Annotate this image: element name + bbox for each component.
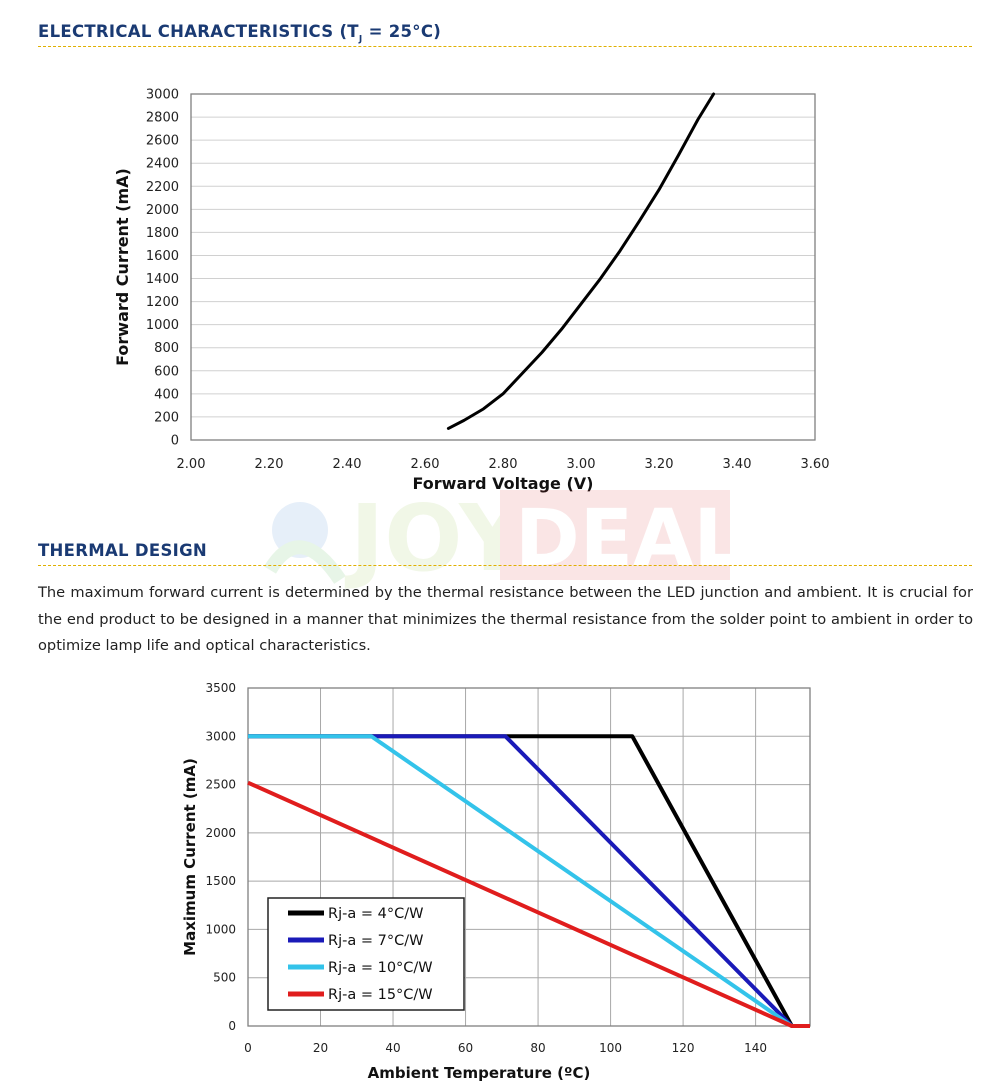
y-tick-label: 2000: [146, 203, 179, 218]
x-tick-label: 60: [458, 1041, 473, 1055]
y-tick-label: 2000: [205, 826, 236, 840]
y-tick-label: 0: [228, 1019, 236, 1033]
y-tick-label: 2600: [146, 134, 179, 149]
plot-frame: [190, 93, 816, 441]
title-subscript: J: [358, 34, 363, 45]
x-tick-label: 2.20: [255, 457, 284, 472]
y-tick-label: 200: [154, 410, 179, 425]
y-tick-label: 1500: [205, 874, 236, 888]
y-tick-label: 3000: [205, 729, 236, 743]
legend-entry: Rj-a = 10°C/W: [328, 960, 433, 976]
watermark-text-a: JOY: [344, 485, 527, 592]
y-tick-label: 500: [213, 971, 236, 985]
y-tick-label: 2800: [146, 111, 179, 126]
y-axis-label: Maximum Current (mA): [181, 758, 199, 956]
x-tick-label: 3.20: [645, 457, 674, 472]
electrical-section-title: ELECTRICAL CHARACTERISTICS (TJ = 25°C): [38, 22, 441, 44]
title-main: ELECTRICAL CHARACTERISTICS (T: [38, 22, 359, 41]
x-tick-label: 80: [530, 1041, 545, 1055]
x-axis-label: Ambient Temperature (ºC): [368, 1064, 591, 1082]
y-tick-label: 1800: [146, 226, 179, 241]
y-axis-label: Forward Current (mA): [113, 168, 132, 366]
x-tick-label: 3.00: [567, 457, 596, 472]
x-tick-label: 3.40: [723, 457, 752, 472]
y-tick-label: 2200: [146, 180, 179, 195]
x-tick-label: 2.60: [411, 457, 440, 472]
y-tick-label: 1000: [146, 318, 179, 333]
y-tick-label: 1600: [146, 249, 179, 264]
legend-entry: Rj-a = 7°C/W: [328, 933, 423, 949]
title-tail: = 25°C): [362, 22, 442, 41]
x-axis-label: Forward Voltage (V): [413, 474, 594, 493]
y-tick-label: 2500: [205, 778, 236, 792]
section-divider: [38, 565, 972, 566]
section-divider: [38, 46, 972, 47]
y-tick-label: 3000: [146, 88, 179, 103]
legend-entry: Rj-a = 15°C/W: [328, 987, 433, 1003]
y-tick-label: 3500: [205, 681, 236, 695]
plot-frame: [247, 687, 811, 1027]
x-tick-label: 120: [672, 1041, 695, 1055]
x-tick-label: 2.40: [333, 457, 362, 472]
x-tick-label: 100: [599, 1041, 622, 1055]
y-tick-label: 800: [154, 341, 179, 356]
x-tick-label: 140: [744, 1041, 767, 1055]
y-tick-label: 1400: [146, 272, 179, 287]
legend-box: [267, 897, 465, 1011]
thermal-paragraph: The maximum forward current is determine…: [38, 584, 973, 654]
y-tick-label: 0: [171, 434, 179, 449]
max-current-chart: 0 500 1000 1500 2000 2500 3000 3500 0 20 40 60 80 100…: [181, 681, 811, 1082]
x-tick-label: 0: [244, 1041, 252, 1055]
x-tick-label: 3.60: [801, 457, 830, 472]
watermark-text-b: DEAL: [515, 494, 743, 584]
legend-entry: Rj-a = 4°C/W: [328, 906, 423, 922]
thermal-section-title: THERMAL DESIGN: [38, 541, 208, 560]
y-tick-label: 1000: [205, 922, 236, 936]
x-tick-label: 2.00: [177, 457, 206, 472]
y-tick-label: 600: [154, 364, 179, 379]
y-tick-label: 1200: [146, 295, 179, 310]
series-line: [247, 780, 810, 1028]
y-tick-label: 2400: [146, 157, 179, 172]
x-tick-label: 40: [385, 1041, 400, 1055]
series-line: [446, 92, 716, 430]
forward-current-chart: 0 200 400 600 800 1000 1200 1400 1600 1800 2000 220…: [113, 88, 830, 494]
x-tick-label: 2.80: [489, 457, 518, 472]
y-tick-label: 400: [154, 387, 179, 402]
x-tick-label: 20: [313, 1041, 328, 1055]
